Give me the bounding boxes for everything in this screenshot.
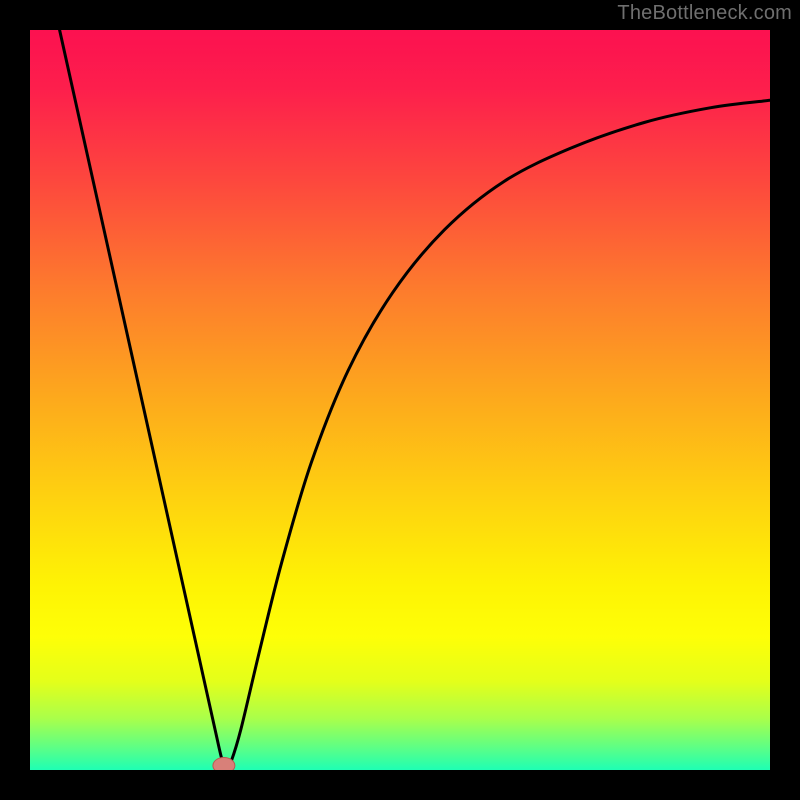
curve-layer [30,30,770,770]
bottleneck-curve [60,30,770,768]
watermark-text: TheBottleneck.com [617,2,792,25]
min-marker [213,758,235,770]
plot-area [30,30,770,770]
chart-frame: TheBottleneck.com [0,0,800,800]
